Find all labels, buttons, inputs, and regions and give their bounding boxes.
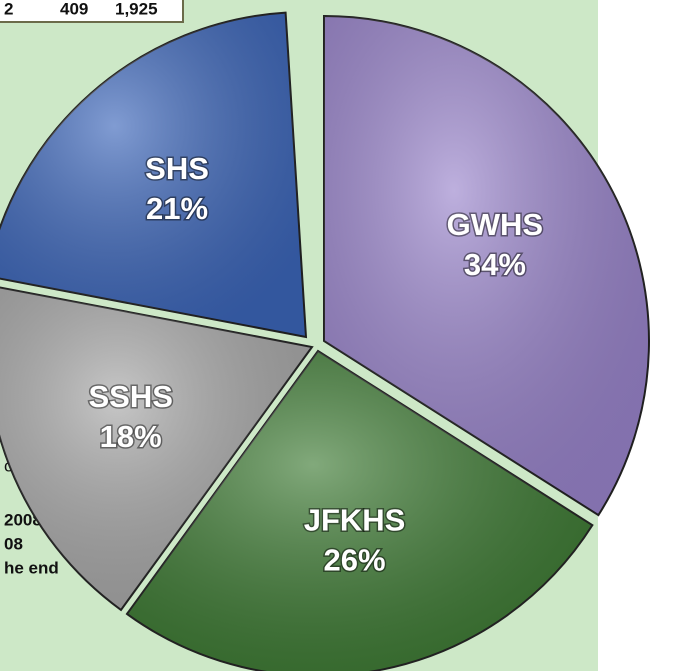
slice-value: 18% [100,419,162,454]
table-cell: 1,925 [115,0,158,18]
table-cell: 409 [60,0,88,18]
slice-label: GWHS [447,207,543,242]
slice-value: 34% [464,247,526,282]
slice-value: 21% [146,191,208,226]
slice-label: JFKHS [304,503,406,538]
slice-shine [0,12,306,337]
slice-label: SSHS [88,379,172,414]
table-cell: 2 [4,0,13,18]
slice-shine [126,351,593,671]
slice-shine [0,287,312,610]
slice-shine [324,16,649,516]
slice-label: SHS [145,151,209,186]
table-box [0,0,184,23]
pie: GWHS 34% JFKHS 26% SSHS 18% SHS 21% [0,11,650,671]
slice-value: 26% [324,543,386,578]
side-text: 08 [4,534,23,553]
side-text: he end [4,558,59,577]
